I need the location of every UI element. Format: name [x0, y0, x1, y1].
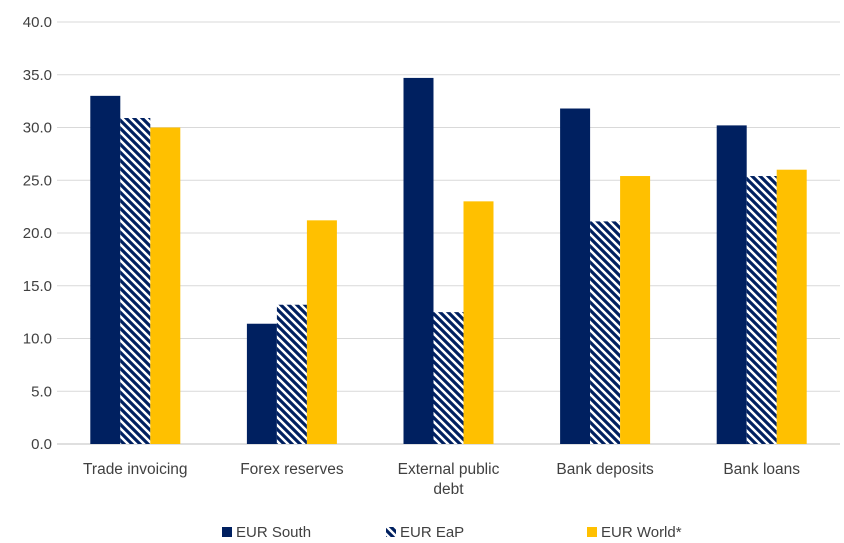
legend: EUR South EUR EaP EUR World* — [222, 524, 682, 541]
y-tick-label: 35.0 — [23, 67, 52, 84]
legend-item: EUR South — [222, 524, 311, 541]
x-tick-label: debt — [433, 481, 464, 498]
y-tick-label: 30.0 — [23, 120, 52, 137]
series-eur-south — [90, 77, 747, 444]
legend-label: EUR EaP — [400, 524, 464, 541]
bar — [620, 176, 651, 444]
bar — [120, 118, 151, 444]
legend-swatch — [386, 527, 396, 537]
bar — [150, 127, 181, 444]
x-tick-label: Bank deposits — [556, 461, 654, 478]
x-tick-label: External public — [398, 461, 500, 478]
series-eur-eap — [120, 118, 777, 444]
y-tick-label: 25.0 — [23, 172, 52, 189]
bars — [90, 77, 807, 444]
bar — [306, 220, 337, 444]
bar — [560, 108, 591, 444]
bar — [403, 77, 434, 444]
y-tick-label: 40.0 — [23, 14, 52, 31]
bar — [463, 201, 494, 444]
x-tick-label: Forex reserves — [240, 461, 344, 478]
y-tick-label: 0.0 — [31, 436, 52, 453]
x-tick-label: Trade invoicing — [83, 461, 188, 478]
bar — [90, 95, 121, 444]
y-tick-label: 10.0 — [23, 331, 52, 348]
bar — [433, 312, 464, 444]
legend-item: EUR EaP — [386, 524, 464, 541]
bar — [776, 169, 807, 444]
bar — [276, 304, 307, 444]
legend-label: EUR World* — [601, 524, 682, 541]
y-axis: 0.0 5.0 10.0 15.0 20.0 25.0 30.0 35.0 40.0 — [23, 14, 52, 453]
x-axis: Trade invoicing Forex reserves External pu… — [83, 461, 800, 498]
legend-swatch — [222, 527, 232, 537]
legend-label: EUR South — [236, 524, 311, 541]
bar — [746, 176, 777, 444]
legend-item: EUR World* — [587, 524, 682, 541]
bar — [590, 221, 621, 444]
bar — [716, 125, 747, 444]
y-tick-label: 20.0 — [23, 225, 52, 242]
y-tick-label: 15.0 — [23, 278, 52, 295]
bar — [246, 323, 277, 444]
legend-swatch — [587, 527, 597, 537]
gridlines — [57, 21, 840, 445]
y-tick-label: 5.0 — [31, 383, 52, 400]
x-tick-label: Bank loans — [723, 461, 800, 478]
series-eur-world — [150, 127, 807, 444]
